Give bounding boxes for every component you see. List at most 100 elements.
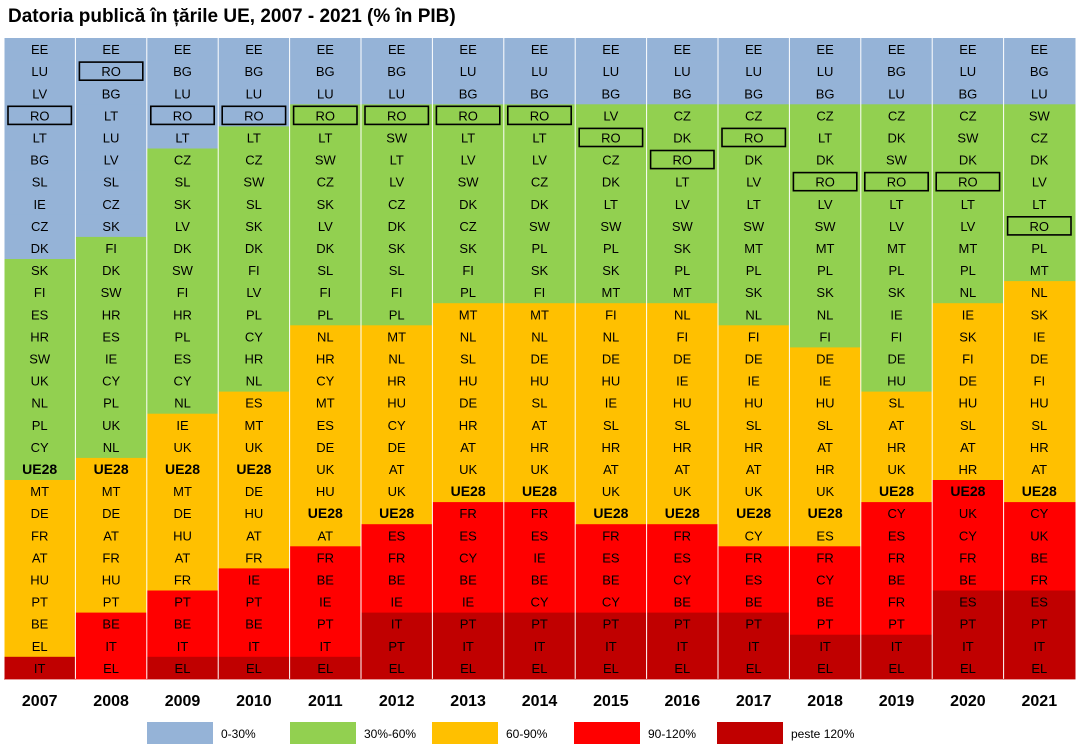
country-label: FR: [245, 550, 262, 565]
cell-background: [75, 170, 148, 194]
country-label: SL: [889, 396, 905, 411]
country-label: CY: [316, 374, 334, 389]
country-label: ES: [245, 396, 263, 411]
legend-label: 60-90%: [506, 727, 548, 741]
country-label: UE28: [593, 505, 628, 521]
cell-background: [860, 391, 933, 415]
country-label: BE: [388, 572, 406, 587]
cell-background: [4, 391, 76, 415]
cell-background: [361, 612, 433, 636]
year-label: 2016: [665, 693, 701, 710]
country-label: EE: [245, 42, 263, 57]
cell-background: [146, 656, 219, 680]
country-label: RO: [815, 175, 835, 190]
country-label: DK: [459, 197, 477, 212]
country-label: BE: [174, 617, 192, 632]
country-label: BG: [30, 153, 49, 168]
country-label: DK: [245, 241, 263, 256]
country-label: SK: [317, 197, 335, 212]
cell-background: [361, 369, 433, 393]
country-label: IT: [248, 639, 260, 654]
country-label: IT: [462, 639, 474, 654]
country-label: SW: [1029, 108, 1051, 123]
country-label: EE: [174, 42, 192, 57]
country-label: IT: [320, 639, 332, 654]
country-label: BE: [816, 595, 834, 610]
country-label: UK: [673, 484, 691, 499]
cell-background: [1003, 281, 1076, 304]
cell-background: [289, 546, 362, 569]
highlight-box: [1006, 216, 1072, 236]
cell-background: [289, 325, 362, 348]
cell-background: [361, 634, 433, 658]
cell-background: [1003, 634, 1076, 658]
country-label: EE: [102, 42, 120, 57]
country-label: PL: [460, 285, 476, 300]
cell-background: [75, 524, 148, 547]
cell-background: [932, 369, 1005, 393]
country-label: MT: [816, 241, 835, 256]
country-label: EE: [1031, 42, 1049, 57]
cell-background: [503, 391, 576, 415]
country-label: ES: [1031, 595, 1049, 610]
country-label: SL: [246, 197, 262, 212]
highlight-box: [292, 105, 358, 126]
cell-background: [503, 369, 576, 393]
cell-background: [575, 480, 648, 503]
country-label: DK: [959, 153, 977, 168]
cell-background: [146, 347, 219, 370]
cell-background: [789, 259, 862, 282]
country-label: IT: [105, 639, 117, 654]
cell-background: [789, 192, 862, 216]
country-label: EL: [532, 661, 548, 676]
cell-background: [789, 148, 862, 172]
cell-background: [289, 391, 362, 415]
country-label: SW: [886, 153, 908, 168]
cell-background: [146, 546, 219, 569]
cell-background: [860, 590, 933, 614]
country-label: SK: [102, 219, 120, 234]
cell-background: [75, 192, 148, 216]
cell-background: [1003, 502, 1076, 525]
country-label: FI: [819, 329, 831, 344]
country-label: SL: [175, 175, 191, 190]
country-label: LT: [961, 197, 975, 212]
legend-swatch: [717, 722, 783, 744]
cell-background: [575, 214, 648, 238]
cell-background: [646, 236, 719, 260]
cell-background: [646, 391, 719, 415]
cell-background: [218, 60, 291, 83]
country-label: RO: [458, 108, 478, 123]
country-label: CZ: [102, 197, 119, 212]
cell-background: [932, 568, 1005, 591]
cell-background: [1003, 126, 1076, 149]
cell-background: [860, 413, 933, 437]
country-label: HR: [530, 440, 549, 455]
cell-background: [4, 60, 76, 83]
country-label: HR: [30, 329, 49, 344]
cell-background: [575, 259, 648, 282]
cell-background: [432, 590, 505, 614]
country-label: EE: [674, 42, 692, 57]
cell-background: [146, 126, 219, 149]
cell-background: [789, 104, 862, 127]
cell-background: [575, 502, 648, 525]
country-label: SL: [532, 396, 548, 411]
cell-background: [1003, 656, 1076, 680]
country-label: DK: [102, 263, 120, 278]
country-label: LV: [603, 108, 618, 123]
cell-background: [4, 502, 76, 525]
grid-layer: EE LU LV RO LT BG SL IE CZ DK SK FI ES HR SW UK NL PL CY UE…: [3, 38, 1076, 680]
country-label: UK: [316, 462, 334, 477]
country-label: CY: [673, 572, 691, 587]
country-label: IT: [391, 617, 403, 632]
country-label: UE28: [22, 461, 57, 477]
cell-background: [432, 391, 505, 415]
cell-background: [361, 656, 433, 680]
cell-background: [75, 82, 148, 105]
country-label: LT: [675, 175, 689, 190]
cell-background: [361, 480, 433, 503]
country-label: BG: [887, 64, 906, 79]
cell-background: [718, 634, 790, 658]
country-label: SK: [888, 285, 906, 300]
